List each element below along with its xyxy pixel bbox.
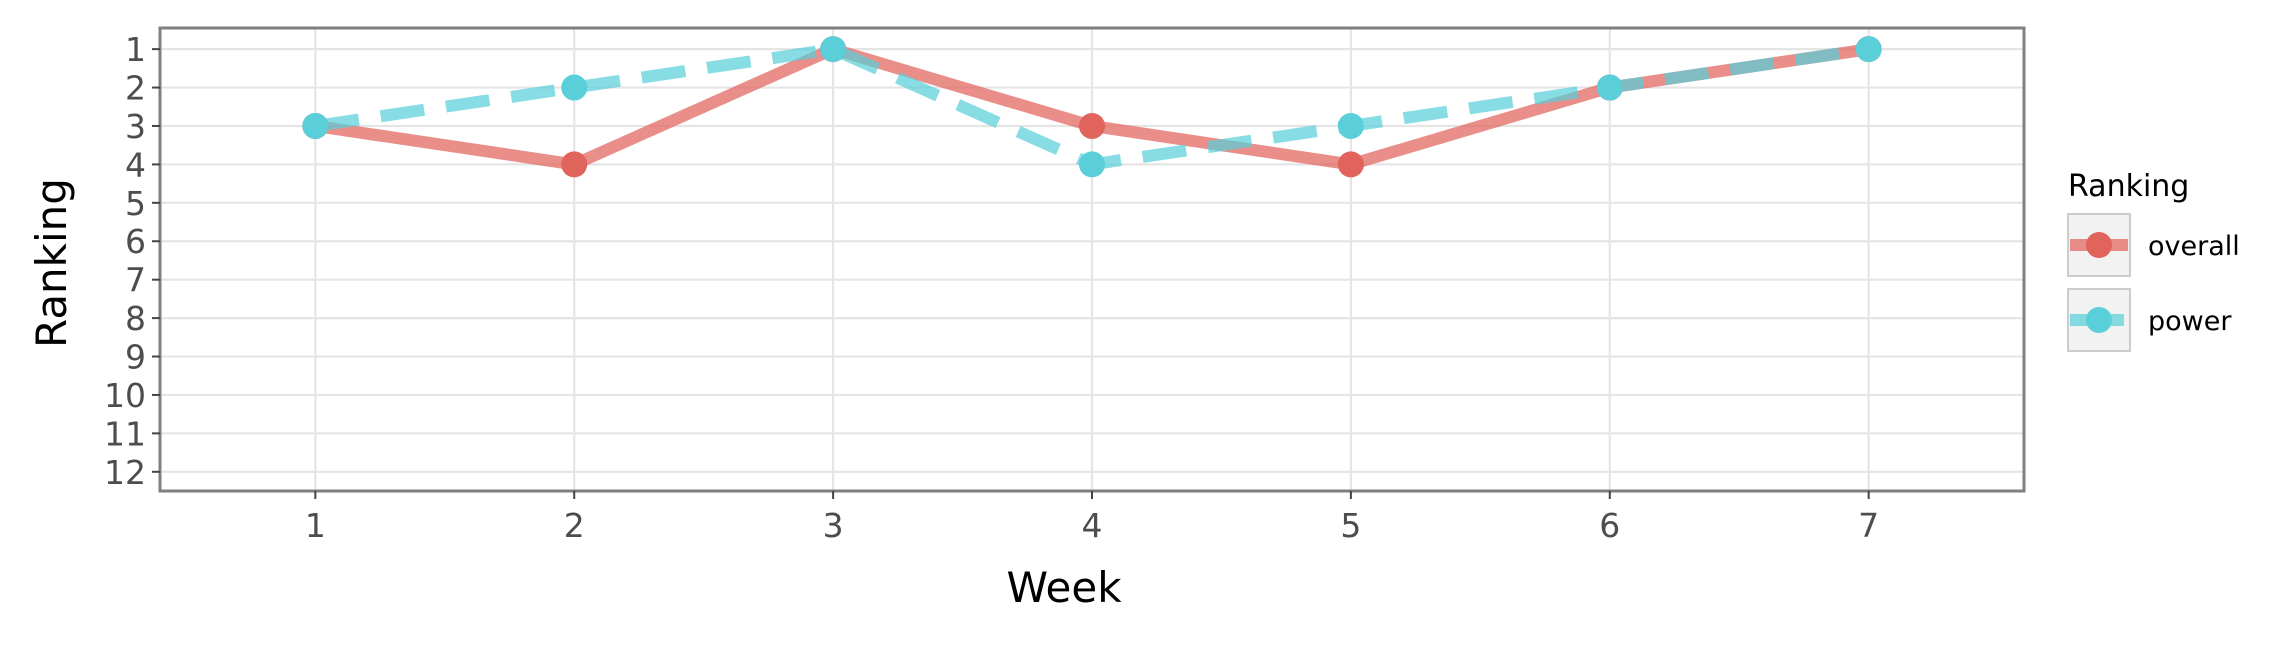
y-tick-label: 10 — [104, 376, 146, 415]
legend-title: Ranking — [2068, 169, 2189, 204]
data-point-power — [1337, 112, 1364, 139]
x-tick-label: 6 — [1599, 506, 1620, 545]
legend: Ranking overall power — [2067, 169, 2240, 352]
x-tick-label: 4 — [1082, 506, 1103, 545]
y-tick-label: 9 — [125, 338, 146, 377]
grid-lines — [160, 28, 2024, 491]
y-tick-label: 6 — [125, 222, 146, 261]
y-tick-label: 7 — [125, 261, 146, 300]
series-group — [302, 36, 1882, 178]
data-point-power — [1596, 74, 1623, 101]
data-point-overall — [561, 151, 588, 178]
x-tick-label: 2 — [564, 506, 585, 545]
y-axis-label: Ranking — [27, 178, 76, 348]
x-tick-label: 5 — [1340, 506, 1361, 545]
legend-label-power: power — [2148, 306, 2232, 337]
y-tick-label: 4 — [125, 145, 146, 184]
data-point-power — [302, 112, 329, 139]
y-tick-label: 2 — [125, 69, 146, 108]
legend-key-point-overall — [2086, 232, 2112, 258]
y-tick-label: 11 — [104, 414, 146, 453]
x-tick-label: 7 — [1858, 506, 1879, 545]
data-point-overall — [1079, 112, 1105, 139]
data-point-power — [1079, 151, 1105, 178]
data-point-overall — [1337, 151, 1364, 178]
data-point-power — [561, 74, 588, 101]
data-point-power — [1855, 36, 1882, 63]
x-axis-label: Week — [1006, 563, 1122, 612]
x-tick-label: 3 — [823, 506, 844, 545]
legend-label-overall: overall — [2148, 231, 2240, 262]
y-tick-label: 12 — [104, 453, 146, 492]
x-tick-label: 1 — [305, 506, 326, 545]
y-tick-label: 3 — [125, 107, 146, 146]
y-tick-label: 8 — [125, 299, 146, 338]
legend-key-point-power — [2086, 307, 2112, 333]
data-point-power — [820, 36, 847, 63]
y-tick-label: 5 — [125, 184, 146, 223]
y-tick-label: 1 — [125, 30, 146, 69]
